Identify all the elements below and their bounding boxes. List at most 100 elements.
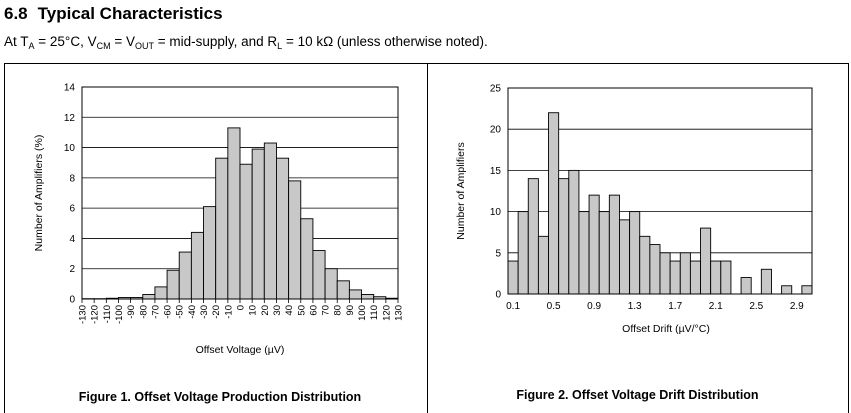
histogram-bar <box>740 277 752 295</box>
histogram-bar <box>251 148 265 300</box>
y-tick-label: 6 <box>69 204 75 215</box>
histogram-bar <box>608 194 620 295</box>
y-tick-label: 20 <box>490 125 502 136</box>
histogram-bar <box>361 294 375 300</box>
y-tick-label: 0 <box>69 295 75 306</box>
figure-2-chart: 0 5 10 15 20 25 Number of Amplifiers 0.1 0.5 0.9 1… <box>455 84 813 335</box>
histogram-bar <box>548 112 560 295</box>
conditions-text: At T <box>4 34 29 49</box>
histogram-bar <box>801 285 813 295</box>
histogram-bar <box>517 211 529 295</box>
histogram-bar <box>760 268 772 295</box>
x-tick-label: -80 <box>138 305 149 319</box>
histogram-bar <box>689 260 701 295</box>
histogram-bar <box>558 178 570 295</box>
section-number: 6.8 <box>4 4 28 23</box>
section-title: Typical Characteristics <box>37 4 223 23</box>
x-tick-label: -120 <box>90 305 101 324</box>
histogram-bar <box>639 235 651 295</box>
x-tick-label: 80 <box>333 305 344 316</box>
x-tick-label: 2.1 <box>709 301 723 312</box>
x-tick-label: -30 <box>199 305 210 319</box>
histogram-bar <box>154 286 168 300</box>
x-tick-label: -50 <box>175 305 186 319</box>
x-tick-label: -90 <box>126 305 137 319</box>
section-heading: 6.8 Typical Characteristics <box>4 4 223 24</box>
y-tick-label: 2 <box>69 264 75 275</box>
histogram-bar <box>190 231 204 300</box>
y-tick-label: 12 <box>64 113 76 124</box>
conditions-text: = V <box>110 34 135 49</box>
histogram-bar <box>312 250 326 300</box>
histogram-bar <box>679 252 691 295</box>
conditions-text: = 10 kΩ (unless otherwise noted). <box>282 34 488 49</box>
histogram-bar <box>178 251 192 300</box>
x-tick-label: 0.5 <box>547 301 561 312</box>
histogram-bar <box>263 142 277 300</box>
x-tick-label: 110 <box>369 305 380 320</box>
x-axis-label: Offset Voltage (µV) <box>196 344 285 356</box>
conditions-subscript: L <box>277 41 283 51</box>
x-tick-label: 120 <box>381 305 392 321</box>
x-tick-label: 50 <box>296 305 307 316</box>
x-tick-label: 60 <box>308 305 319 316</box>
histogram-bar <box>659 252 671 295</box>
y-tick-label: 8 <box>69 173 75 184</box>
histogram-bar <box>781 285 793 295</box>
figure-2-caption: Figure 2. Offset Voltage Drift Distribut… <box>516 388 759 402</box>
histogram-bar <box>227 127 241 300</box>
x-tick-label: 20 <box>260 305 271 316</box>
x-tick-label: 130 <box>394 305 405 321</box>
y-tick-label: 14 <box>64 83 76 94</box>
x-tick-label: -20 <box>211 305 222 319</box>
x-tick-label: 70 <box>321 305 332 316</box>
histogram-bar <box>527 178 539 295</box>
histogram-bar <box>300 218 314 300</box>
histogram-bar <box>649 244 661 295</box>
histogram-bar <box>669 260 681 295</box>
conditions-subscript: CM <box>96 41 111 51</box>
conditions-subscript: OUT <box>134 41 154 51</box>
histogram-bar <box>588 194 600 295</box>
x-tick-label: 30 <box>272 305 283 316</box>
x-tick-label: 0.1 <box>506 301 520 312</box>
conditions-text: = 25°C, V <box>34 34 97 49</box>
x-tick-label: 0.9 <box>587 301 601 312</box>
histogram-bar <box>568 169 580 295</box>
x-tick-label: 90 <box>345 305 356 316</box>
x-axis-label: Offset Drift (µV/°C) <box>622 323 710 335</box>
x-tick-label: 0 <box>236 305 247 310</box>
x-tick-label: 10 <box>248 305 259 316</box>
x-tick-label: 1.3 <box>628 301 642 312</box>
plot-frame <box>507 87 813 295</box>
conditions-text: = mid-supply, and R <box>153 34 278 49</box>
x-tick-label: -10 <box>223 305 234 319</box>
histogram-bar <box>710 260 722 295</box>
y-tick-label: 15 <box>490 166 502 177</box>
histogram-bar <box>629 211 641 295</box>
x-tick-label: -130 <box>78 305 89 324</box>
histogram-bar <box>215 157 229 300</box>
x-tick-label: 40 <box>284 305 295 316</box>
x-tick-label: 2.9 <box>790 301 804 312</box>
x-tick-label: -60 <box>163 305 174 319</box>
x-tick-label: 100 <box>357 305 368 321</box>
histogram-bar <box>619 219 631 295</box>
histogram-bar <box>203 206 217 300</box>
histogram-bar <box>578 211 590 295</box>
histogram-bar <box>142 294 156 300</box>
y-tick-label: 4 <box>69 234 75 245</box>
y-tick-label: 10 <box>64 143 76 154</box>
histogram-bar <box>324 268 338 300</box>
histogram-bar <box>288 180 302 300</box>
histogram-bar <box>336 280 350 300</box>
histogram-bar <box>348 289 362 300</box>
y-tick-label: 10 <box>490 207 502 218</box>
histogram-bar <box>507 260 519 295</box>
y-tick-label: 0 <box>495 290 501 301</box>
figure-1-caption: Figure 1. Offset Voltage Production Dist… <box>78 390 362 404</box>
histogram-bar <box>598 211 610 295</box>
y-tick-label: 5 <box>495 248 501 259</box>
figure-panels-frame <box>4 63 849 413</box>
